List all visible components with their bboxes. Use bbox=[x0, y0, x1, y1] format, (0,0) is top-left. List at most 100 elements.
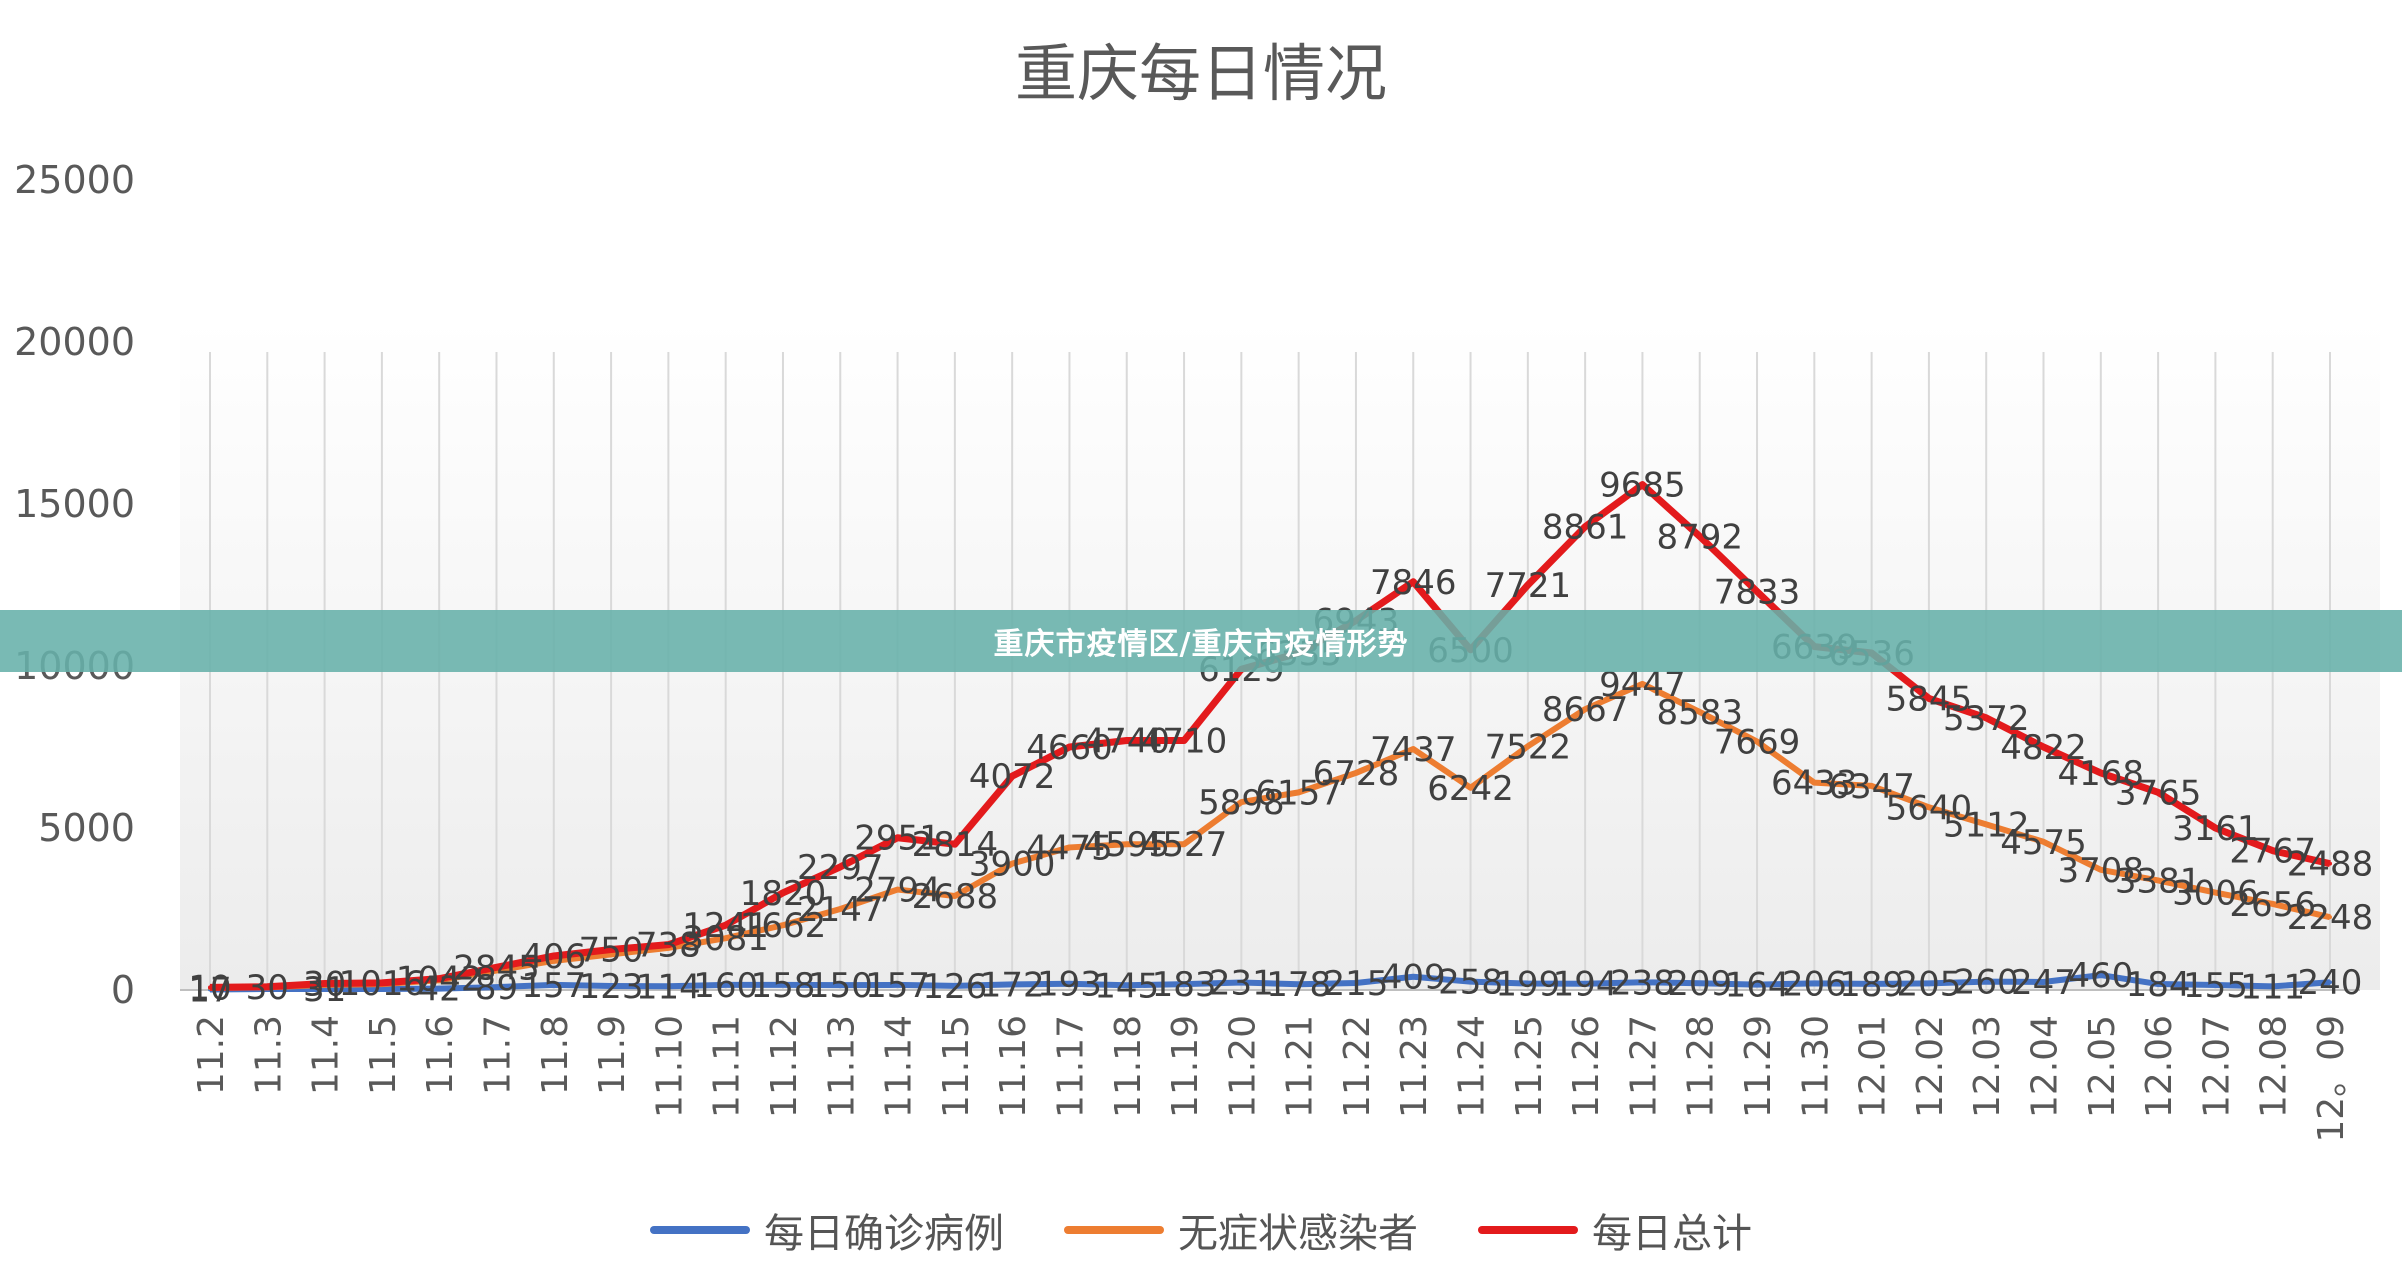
data-point bbox=[494, 985, 499, 990]
data-point bbox=[609, 984, 614, 989]
data-label: 2488 bbox=[2287, 845, 2374, 885]
y-tick-label: 20000 bbox=[14, 320, 135, 364]
data-label: 6157 bbox=[1255, 773, 1342, 813]
chart-title: 重庆每日情况 bbox=[1015, 37, 1387, 110]
data-point bbox=[379, 986, 384, 991]
data-label: 8667 bbox=[1542, 690, 1629, 730]
data-label: 5845 bbox=[1886, 679, 1973, 719]
data-point bbox=[494, 965, 499, 970]
data-label: 7669 bbox=[1714, 723, 1801, 763]
data-label: 158 bbox=[751, 966, 816, 1006]
y-tick-label: 15000 bbox=[14, 482, 135, 526]
legend: 每日确诊病例 无症状感染者 每日总计 bbox=[0, 1200, 2402, 1260]
data-point bbox=[1468, 785, 1473, 790]
data-label: 5898 bbox=[1198, 783, 1285, 823]
data-label: 111 bbox=[2240, 967, 2305, 1007]
data-point bbox=[1239, 800, 1244, 805]
data-label: 460 bbox=[2068, 956, 2133, 996]
data-label: 240 bbox=[2298, 963, 2363, 1003]
data-label: 4527 bbox=[1141, 825, 1228, 865]
data-label: 145 bbox=[1094, 966, 1159, 1006]
data-label: 157 bbox=[521, 966, 586, 1006]
data-point bbox=[208, 985, 212, 990]
data-point bbox=[1411, 579, 1416, 584]
data-label: 258 bbox=[1438, 963, 1503, 1003]
x-tick-label: 11.25 bbox=[1509, 1015, 1550, 1118]
data-point bbox=[1411, 747, 1416, 752]
data-label: 6433 bbox=[1771, 764, 1858, 804]
data-point bbox=[1525, 583, 1530, 587]
data-label: 4822 bbox=[2000, 728, 2087, 768]
data-label: 2656 bbox=[2229, 885, 2316, 925]
data-point bbox=[1010, 774, 1015, 779]
data-label: 1820 bbox=[740, 874, 827, 914]
data-point bbox=[1640, 980, 1645, 985]
data-label: 193 bbox=[1037, 965, 1102, 1005]
data-point bbox=[780, 890, 785, 895]
data-label: 3900 bbox=[969, 845, 1056, 885]
data-label: 194 bbox=[1553, 965, 1618, 1005]
data-label: 164 bbox=[1725, 966, 1790, 1006]
data-label: 231 bbox=[1209, 964, 1274, 1004]
data-label: 1662 bbox=[740, 906, 827, 946]
data-point bbox=[1697, 981, 1702, 986]
x-tick-label: 11.20 bbox=[1222, 1015, 1263, 1118]
data-label: 6347 bbox=[1828, 767, 1915, 807]
data-label: 30 bbox=[303, 965, 346, 1005]
data-label: 2767 bbox=[2229, 832, 2316, 872]
data-point bbox=[666, 942, 671, 947]
data-label: 7721 bbox=[1485, 566, 1572, 606]
data-point bbox=[1411, 974, 1416, 979]
data-label: 2248 bbox=[2287, 898, 2374, 938]
data-point bbox=[2041, 839, 2046, 844]
legend-item: 每日确诊病例 bbox=[650, 1201, 1004, 1259]
data-label: 2814 bbox=[912, 825, 999, 865]
data-point bbox=[2156, 878, 2161, 883]
legend-label: 每日总计 bbox=[1592, 1211, 1752, 1257]
data-point bbox=[265, 984, 270, 989]
data-point bbox=[1182, 982, 1187, 987]
data-label: 4475 bbox=[1026, 828, 1113, 868]
data-label: 4575 bbox=[2000, 823, 2087, 863]
data-label: 1016 bbox=[339, 964, 426, 1004]
data-label: 2794 bbox=[854, 871, 941, 911]
data-point bbox=[2156, 982, 2161, 987]
data-label: 31 bbox=[303, 970, 346, 1010]
data-label: 123 bbox=[579, 967, 644, 1007]
data-point bbox=[1926, 696, 1931, 701]
data-point bbox=[1640, 681, 1645, 686]
data-label: 6728 bbox=[1313, 754, 1400, 794]
x-tick-label: 11.14 bbox=[879, 1015, 920, 1118]
data-point bbox=[666, 984, 671, 989]
x-tick-label: 11.21 bbox=[1280, 1015, 1321, 1118]
data-label: 42 bbox=[418, 970, 461, 1010]
data-label: 184 bbox=[2126, 965, 2191, 1005]
data-point bbox=[1812, 981, 1817, 986]
data-point bbox=[2270, 984, 2275, 989]
x-tick-label: 11.13 bbox=[821, 1015, 862, 1118]
data-point bbox=[1067, 981, 1072, 986]
data-point bbox=[780, 982, 785, 987]
legend-label: 无症状感染者 bbox=[1178, 1211, 1418, 1257]
data-label: 2297 bbox=[797, 848, 884, 888]
data-label: 10 bbox=[188, 968, 231, 1008]
x-tick-label: 11.9 bbox=[592, 1015, 633, 1095]
data-label: 7437 bbox=[1370, 730, 1457, 770]
x-tick-label: 11.7 bbox=[477, 1015, 518, 1095]
data-label: 178 bbox=[1266, 965, 1331, 1005]
data-point bbox=[1640, 482, 1645, 487]
data-point bbox=[1124, 983, 1129, 988]
banner-text: 重庆市疫情区/重庆市疫情形势 bbox=[993, 627, 1409, 662]
data-label: 150 bbox=[808, 966, 873, 1006]
data-point bbox=[1067, 845, 1072, 850]
data-point bbox=[723, 923, 728, 928]
data-point bbox=[1812, 780, 1817, 785]
data-point bbox=[952, 842, 957, 847]
data-label: 4740 bbox=[1083, 722, 1170, 762]
data-point bbox=[1525, 981, 1530, 986]
data-point bbox=[1697, 709, 1702, 714]
data-point bbox=[551, 953, 556, 958]
y-tick-label: 25000 bbox=[14, 158, 135, 202]
x-tick-label: 11.26 bbox=[1566, 1015, 1607, 1118]
data-point bbox=[1353, 981, 1358, 986]
